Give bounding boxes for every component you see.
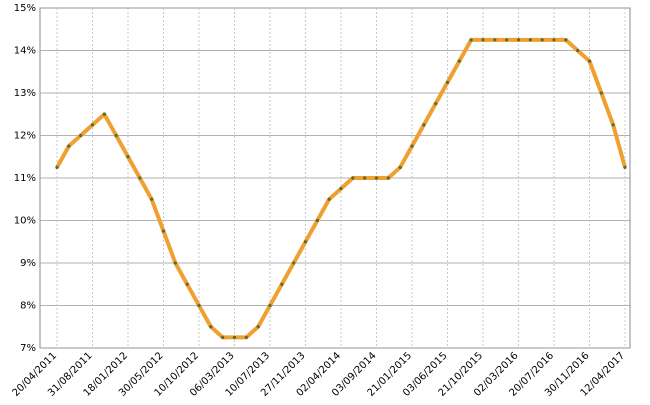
marker bbox=[327, 197, 331, 201]
marker bbox=[410, 144, 414, 148]
marker bbox=[516, 38, 521, 42]
y-tick-label: 7% bbox=[20, 343, 36, 354]
marker bbox=[138, 176, 142, 180]
y-tick-label: 13% bbox=[14, 88, 36, 99]
marker bbox=[540, 38, 544, 42]
marker bbox=[209, 325, 213, 329]
marker bbox=[102, 112, 106, 116]
marker bbox=[505, 38, 509, 42]
marker bbox=[386, 176, 390, 180]
marker bbox=[363, 176, 367, 180]
marker bbox=[445, 80, 450, 84]
y-tick-label: 14% bbox=[14, 46, 36, 57]
marker bbox=[55, 165, 59, 169]
marker bbox=[185, 282, 189, 286]
marker bbox=[611, 123, 615, 127]
marker bbox=[576, 48, 580, 53]
marker bbox=[114, 133, 118, 138]
marker bbox=[256, 325, 260, 329]
y-tick-label: 15% bbox=[14, 3, 36, 14]
y-tick-label: 11% bbox=[14, 173, 36, 184]
marker bbox=[150, 197, 154, 201]
marker bbox=[303, 240, 308, 244]
marker bbox=[528, 38, 532, 42]
marker bbox=[90, 123, 95, 127]
marker bbox=[339, 187, 343, 191]
marker bbox=[268, 303, 272, 308]
marker bbox=[232, 335, 237, 339]
marker bbox=[126, 155, 130, 159]
marker bbox=[564, 38, 568, 42]
marker bbox=[280, 282, 284, 286]
marker bbox=[161, 229, 166, 233]
marker bbox=[197, 303, 201, 308]
y-tick-label: 12% bbox=[14, 131, 36, 142]
y-tick-label: 8% bbox=[20, 301, 36, 312]
marker bbox=[481, 38, 485, 42]
marker bbox=[434, 102, 438, 106]
marker bbox=[244, 335, 248, 339]
marker bbox=[623, 165, 627, 169]
y-tick-label: 9% bbox=[20, 258, 36, 269]
marker bbox=[374, 176, 379, 180]
marker bbox=[422, 123, 426, 127]
marker bbox=[599, 91, 603, 95]
marker bbox=[351, 176, 355, 180]
marker bbox=[315, 218, 319, 223]
marker bbox=[552, 38, 556, 42]
marker bbox=[173, 261, 177, 265]
marker bbox=[292, 261, 296, 265]
marker bbox=[493, 38, 497, 42]
marker bbox=[221, 335, 225, 339]
marker bbox=[398, 165, 402, 169]
y-tick-label: 10% bbox=[14, 216, 36, 227]
marker bbox=[587, 59, 592, 63]
marker bbox=[457, 59, 461, 63]
marker bbox=[67, 144, 71, 148]
marker bbox=[79, 133, 83, 138]
marker bbox=[469, 38, 473, 42]
